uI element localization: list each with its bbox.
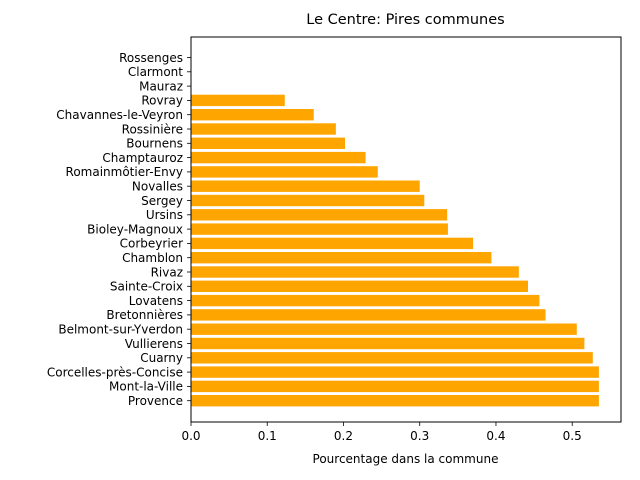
bar-7	[191, 152, 366, 163]
x-tick-label-5: 0.5	[563, 429, 582, 443]
bar-15	[191, 266, 519, 277]
bar-9	[191, 181, 420, 192]
x-tick-label-1: 0.1	[258, 429, 277, 443]
bar-4	[191, 109, 314, 120]
category-label-16: Sainte-Croix	[110, 280, 183, 294]
category-label-21: Cuarny	[140, 351, 183, 365]
category-label-7: Champtauroz	[102, 151, 183, 165]
bar-12	[191, 223, 448, 234]
bar-5	[191, 123, 336, 134]
category-label-8: Romainmôtier-Envy	[66, 165, 183, 179]
bar-21	[191, 352, 593, 363]
category-label-18: Bretonnières	[106, 308, 183, 322]
bar-24	[191, 395, 599, 406]
bars-group	[191, 95, 599, 407]
category-label-20: Vullierens	[125, 337, 183, 351]
category-label-9: Novalles	[132, 180, 183, 194]
x-tick-label-3: 0.3	[410, 429, 429, 443]
category-label-6: Bournens	[126, 137, 183, 151]
category-label-13: Corbeyrier	[120, 237, 183, 251]
category-label-5: Rossinière	[122, 122, 183, 136]
bar-20	[191, 338, 584, 349]
x-tick-label-0: 0.0	[181, 429, 200, 443]
category-label-4: Chavannes-le-Veyron	[56, 108, 183, 122]
category-label-23: Mont-la-Ville	[109, 380, 183, 394]
bar-19	[191, 324, 577, 335]
category-label-1: Clarmont	[128, 65, 183, 79]
bar-3	[191, 95, 285, 106]
category-label-15: Rivaz	[151, 265, 183, 279]
bar-16	[191, 281, 528, 292]
bar-14	[191, 252, 491, 263]
bar-8	[191, 166, 378, 177]
bar-22	[191, 366, 599, 377]
bar-17	[191, 295, 539, 306]
category-label-14: Chamblon	[122, 251, 183, 265]
category-label-17: Lovatens	[129, 294, 183, 308]
category-label-24: Provence	[128, 394, 183, 408]
bar-18	[191, 309, 546, 320]
x-tick-label-4: 0.4	[486, 429, 505, 443]
bar-6	[191, 138, 345, 149]
category-label-3: Rovray	[141, 94, 183, 108]
bar-13	[191, 238, 473, 249]
x-axis-label: Pourcentage dans la commune	[313, 452, 499, 466]
bar-11	[191, 209, 447, 220]
x-axis-ticks: 0.0 0.1 0.2 0.3 0.4 0.5	[181, 422, 581, 443]
category-label-19: Belmont-sur-Yverdon	[58, 323, 183, 337]
bar-10	[191, 195, 424, 206]
category-label-2: Mauraz	[139, 79, 183, 93]
bar-23	[191, 381, 599, 392]
category-label-0: Rossenges	[119, 51, 183, 65]
category-label-22: Corcelles-près-Concise	[47, 365, 183, 379]
category-label-11: Ursins	[146, 208, 183, 222]
category-labels: RossengesClarmontMaurazRovrayChavannes-l…	[47, 51, 191, 408]
category-label-12: Bioley-Magnoux	[87, 222, 183, 236]
x-tick-label-2: 0.2	[334, 429, 353, 443]
chart-title: Le Centre: Pires communes	[306, 12, 504, 28]
category-label-10: Sergey	[141, 194, 183, 208]
